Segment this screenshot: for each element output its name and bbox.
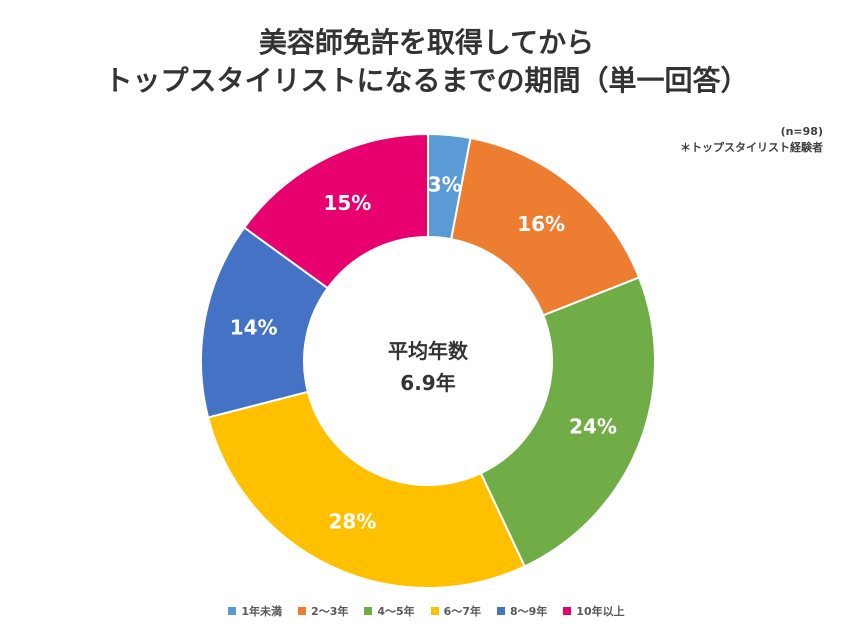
sample-size-note: (n=98)	[780, 125, 823, 138]
chart-title: 美容師免許を取得してから トップスタイリストになるまでの期間（単一回答）	[0, 24, 853, 100]
center-label-value: 6.9年	[400, 371, 455, 395]
legend-label-4: 6〜7年	[443, 605, 481, 618]
legend-label-6: 10年以上	[576, 605, 625, 618]
slice-4	[206, 390, 526, 589]
center-label-title: 平均年数	[388, 339, 469, 363]
legend-item-1: 1年未満	[228, 603, 282, 619]
slice-label-2: 16%	[517, 212, 565, 236]
sample-note: (n=98) ＊トップスタイリスト経験者	[680, 124, 823, 156]
legend-label-3: 4〜5年	[377, 605, 415, 618]
legend-label-5: 8〜9年	[509, 605, 548, 618]
legend-item-2: 2〜3年	[298, 603, 348, 619]
legend-swatch-5	[496, 607, 505, 615]
legend-label-1: 1年未満	[241, 605, 283, 618]
respondent-note: ＊トップスタイリスト経験者	[680, 141, 823, 154]
slice-label-3: 24%	[569, 414, 617, 438]
chart-title-line-1: 美容師免許を取得してから	[258, 26, 595, 59]
legend-swatch-1	[228, 607, 237, 615]
legend-item-6: 10年以上	[563, 603, 625, 619]
legend-item-5: 8〜9年	[496, 603, 548, 619]
slice-3	[479, 276, 656, 568]
slice-label-5: 14%	[230, 316, 278, 340]
legend-item-4: 6〜7年	[430, 603, 481, 619]
slice-labels: 3% 16% 24% 28% 14% 15%	[230, 172, 617, 533]
slice-label-6: 15%	[323, 191, 371, 215]
legend-swatch-3	[364, 607, 373, 615]
chart-title-line-2: トップスタイリストになるまでの期間（単一回答）	[104, 64, 749, 97]
slice-2	[450, 136, 641, 317]
donut-slices	[200, 132, 656, 589]
legend-swatch-2	[298, 607, 307, 615]
slice-6	[242, 132, 429, 290]
legend-label-2: 2〜3年	[311, 605, 349, 618]
slice-label-4: 28%	[328, 510, 376, 534]
legend-item-3: 4〜5年	[364, 603, 415, 619]
legend-swatch-6	[563, 607, 572, 615]
slice-label-1: 3%	[428, 172, 462, 196]
legend-swatch-4	[430, 607, 439, 615]
chart-legend: 1年未満 2〜3年 4〜5年 6〜7年 8〜9年 10年以上	[0, 603, 853, 619]
